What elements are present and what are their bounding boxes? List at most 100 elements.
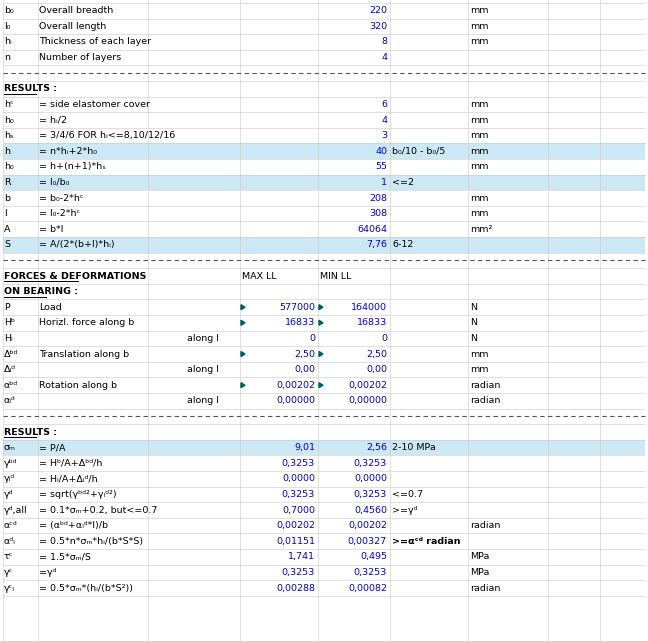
Text: 0: 0	[309, 334, 315, 343]
Text: = 3/4/6 FOR hᵢ<=8,10/12/16: = 3/4/6 FOR hᵢ<=8,10/12/16	[39, 131, 175, 140]
Text: 0: 0	[381, 334, 387, 343]
Text: 208: 208	[369, 194, 387, 203]
Text: mm: mm	[470, 100, 489, 109]
Bar	[3, 34, 645, 50]
Text: = sqrt(γᵇᵈ²+γₗᵈ²): = sqrt(γᵇᵈ²+γₗᵈ²)	[39, 490, 117, 499]
Bar	[3, 268, 645, 284]
Bar	[3, 50, 645, 65]
Bar	[3, 190, 645, 206]
Text: = l₀-2*hᶜ: = l₀-2*hᶜ	[39, 209, 80, 218]
Text: =γᵈ: =γᵈ	[39, 568, 56, 577]
Text: b: b	[4, 194, 10, 203]
Text: = 0.5*n*σₘ*hᵢ/(b*S*S): = 0.5*n*σₘ*hᵢ/(b*S*S)	[39, 537, 143, 545]
Bar	[3, 174, 645, 190]
Bar	[3, 159, 645, 174]
Text: h: h	[4, 147, 10, 156]
Text: 0,00202: 0,00202	[276, 521, 315, 530]
Text: Δᵇᵈ: Δᵇᵈ	[4, 349, 18, 358]
Text: l₀: l₀	[4, 22, 10, 31]
Text: mm: mm	[470, 162, 489, 171]
Text: 0,00: 0,00	[294, 365, 315, 374]
Text: 4: 4	[381, 115, 387, 124]
Text: 164000: 164000	[351, 303, 387, 312]
Text: 220: 220	[369, 6, 387, 15]
Text: MAX LL: MAX LL	[242, 272, 277, 281]
Text: = b*l: = b*l	[39, 225, 64, 234]
Text: hᶜ: hᶜ	[4, 100, 14, 109]
Text: mm: mm	[470, 38, 489, 47]
Text: >=γᵈ: >=γᵈ	[392, 506, 417, 515]
Text: 0,00082: 0,00082	[348, 583, 387, 592]
Text: αᵇᵈ: αᵇᵈ	[4, 381, 18, 390]
Polygon shape	[319, 383, 323, 388]
Text: Number of layers: Number of layers	[39, 53, 121, 62]
Text: 0,3253: 0,3253	[282, 459, 315, 468]
Text: 0,3253: 0,3253	[354, 490, 387, 499]
Text: 55: 55	[375, 162, 387, 171]
Text: along l: along l	[187, 396, 219, 405]
Bar	[3, 331, 645, 346]
Bar	[3, 362, 645, 378]
Text: 0,3253: 0,3253	[354, 568, 387, 577]
Text: 0,00000: 0,00000	[348, 396, 387, 405]
Bar	[3, 549, 645, 565]
Text: mm: mm	[470, 147, 489, 156]
Bar	[3, 284, 645, 299]
Text: αₗᵈ: αₗᵈ	[4, 396, 16, 405]
Text: 0,3253: 0,3253	[354, 459, 387, 468]
Text: radian: radian	[470, 381, 500, 390]
Text: mm: mm	[470, 349, 489, 358]
Bar	[3, 440, 645, 455]
Text: mm: mm	[470, 194, 489, 203]
Text: RESULTS :: RESULTS :	[4, 428, 57, 437]
Bar	[3, 128, 645, 144]
Text: Horizl. force along b: Horizl. force along b	[39, 319, 134, 328]
Bar	[3, 378, 645, 393]
Text: radian: radian	[470, 396, 500, 405]
Text: 0,4560: 0,4560	[354, 506, 387, 515]
Text: 320: 320	[369, 22, 387, 31]
Bar	[3, 518, 645, 533]
Polygon shape	[241, 320, 245, 325]
Text: γₗᵈ: γₗᵈ	[4, 474, 15, 483]
Bar	[3, 424, 645, 440]
Bar	[3, 81, 645, 97]
Text: <=0.7: <=0.7	[392, 490, 423, 499]
Text: = b₀-2*hᶜ: = b₀-2*hᶜ	[39, 194, 84, 203]
Text: 0,00288: 0,00288	[276, 583, 315, 592]
Text: 0,00202: 0,00202	[276, 381, 315, 390]
Text: = n*hᵢ+2*h₀: = n*hᵢ+2*h₀	[39, 147, 97, 156]
Text: ON BEARING :: ON BEARING :	[4, 287, 78, 296]
Bar	[3, 97, 645, 112]
Bar	[3, 315, 645, 331]
Text: Hₗ: Hₗ	[4, 334, 12, 343]
Text: 16833: 16833	[284, 319, 315, 328]
Polygon shape	[319, 304, 323, 310]
Text: 0,00000: 0,00000	[276, 396, 315, 405]
Bar	[3, 237, 645, 253]
Text: mm: mm	[470, 115, 489, 124]
Text: = 0.5*σₘ*(hᵢ/(b*S²)): = 0.5*σₘ*(hᵢ/(b*S²))	[39, 583, 133, 592]
Text: γᶜ: γᶜ	[4, 568, 13, 577]
Text: 308: 308	[369, 209, 387, 218]
Text: 6-12: 6-12	[392, 240, 413, 249]
Bar	[3, 19, 645, 34]
Polygon shape	[241, 304, 245, 310]
Text: = 1.5*σₘ/S: = 1.5*σₘ/S	[39, 553, 91, 562]
Bar	[3, 580, 645, 595]
Text: 2,50: 2,50	[366, 349, 387, 358]
Text: b₀/10 - b₀/5: b₀/10 - b₀/5	[392, 147, 445, 156]
Text: 1,741: 1,741	[288, 553, 315, 562]
Text: = l₀/b₀: = l₀/b₀	[39, 178, 69, 187]
Text: 0,0000: 0,0000	[282, 474, 315, 483]
Text: P: P	[4, 303, 10, 312]
Text: N: N	[470, 334, 477, 343]
Text: mm: mm	[470, 22, 489, 31]
Text: mm: mm	[470, 6, 489, 15]
Polygon shape	[241, 383, 245, 388]
Text: S: S	[4, 240, 10, 249]
Polygon shape	[319, 320, 323, 325]
Polygon shape	[241, 351, 245, 356]
Text: RESULTS :: RESULTS :	[4, 85, 57, 94]
Text: 0,00202: 0,00202	[348, 381, 387, 390]
